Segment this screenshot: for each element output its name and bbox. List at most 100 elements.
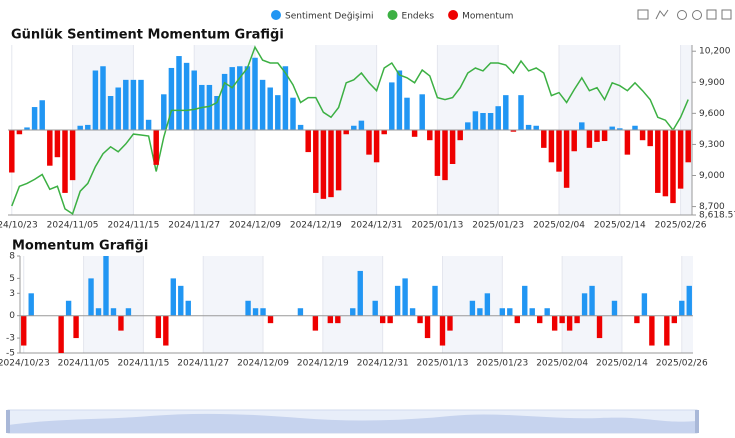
bar	[409, 308, 416, 316]
bar	[529, 308, 535, 316]
bar	[389, 82, 395, 130]
bar	[507, 308, 513, 316]
bar	[185, 300, 191, 316]
slider-preview	[8, 413, 697, 433]
bar	[39, 100, 45, 130]
x-tick-label: 2024/11/27	[168, 221, 220, 231]
x-tick-label: 2024/12/31	[357, 359, 409, 369]
x-tick-label: 2025/02/04	[536, 359, 588, 369]
bar	[396, 70, 403, 130]
y2-tick-label: 9,600	[699, 109, 725, 119]
split-area	[203, 256, 264, 353]
tool-data[interactable]	[706, 9, 717, 20]
bar	[525, 124, 532, 130]
toolbox[interactable]	[637, 9, 732, 20]
tool-save[interactable]	[721, 9, 732, 20]
bar	[328, 130, 334, 198]
bar	[457, 130, 463, 141]
data-zoom-slider[interactable]	[6, 409, 699, 434]
chart-title: Günlük Sentiment Momentum Grafiği	[11, 28, 284, 43]
bar	[366, 130, 372, 155]
bar	[617, 128, 623, 130]
bar	[387, 315, 393, 324]
bar	[503, 95, 509, 130]
bar	[439, 315, 446, 346]
bar	[252, 57, 258, 130]
bar	[138, 79, 144, 130]
bar	[566, 315, 573, 331]
bar	[92, 70, 99, 130]
bar	[477, 308, 483, 316]
bar	[563, 130, 570, 188]
bar	[537, 315, 543, 324]
bar	[594, 130, 600, 142]
y2-tick-label: 8,700	[699, 202, 725, 212]
bar	[373, 130, 380, 163]
y2-tick-label: 9,000	[699, 171, 725, 181]
bar	[313, 130, 319, 193]
tool-zoom[interactable]	[637, 9, 649, 20]
legend-marker	[271, 10, 281, 20]
slider-handle[interactable]	[695, 410, 699, 433]
bar	[664, 315, 670, 346]
bar	[259, 79, 266, 130]
bar	[571, 130, 577, 152]
bar	[671, 315, 677, 324]
bar	[95, 308, 102, 316]
bar	[237, 66, 243, 130]
y2-tick-label: 9,300	[699, 140, 725, 150]
y-tick-label: -5	[6, 349, 15, 359]
tool-line[interactable]	[655, 9, 669, 20]
bar	[419, 94, 425, 130]
x-tick-label: 2025/02/26	[656, 359, 708, 369]
bar	[343, 130, 349, 135]
x-tick-label: 2025/02/04	[533, 221, 585, 231]
bar	[417, 315, 423, 324]
bar	[510, 130, 517, 132]
bar	[484, 293, 491, 316]
x-tick-label: 2025/01/13	[417, 359, 469, 369]
bar	[47, 130, 53, 166]
bar	[411, 130, 418, 137]
bar	[65, 300, 72, 316]
x-tick-label: 2025/01/13	[411, 221, 463, 231]
bar	[320, 130, 327, 199]
legend-label: Endeks	[402, 12, 435, 22]
bar	[125, 308, 132, 316]
bar	[244, 66, 251, 130]
bar	[267, 87, 273, 130]
bar	[260, 308, 266, 316]
bar	[394, 285, 401, 316]
chart-title: Momentum Grafiği	[12, 239, 148, 254]
bar	[574, 315, 580, 324]
bar	[350, 308, 356, 316]
bar	[221, 73, 228, 130]
bar	[145, 119, 152, 130]
bar	[9, 130, 15, 173]
tool-refresh[interactable]	[692, 10, 702, 20]
bar	[28, 293, 34, 316]
bar	[402, 278, 408, 316]
bar	[31, 107, 38, 130]
bar	[639, 130, 646, 141]
bar	[115, 87, 121, 130]
bar	[611, 300, 618, 316]
tool-restore[interactable]	[677, 10, 687, 20]
bar	[499, 308, 506, 316]
x-tick-label: 2024/12/31	[351, 221, 403, 231]
bar	[551, 315, 558, 331]
bar	[541, 130, 547, 148]
bar	[245, 300, 251, 316]
bar	[487, 113, 494, 130]
bar	[465, 122, 471, 130]
bar	[191, 70, 197, 130]
y-tick-label: 0	[9, 311, 15, 321]
bar	[58, 315, 64, 353]
slider-handle[interactable]	[6, 410, 10, 433]
bar	[432, 285, 438, 316]
bar	[103, 256, 109, 316]
bar	[632, 125, 638, 130]
x-tick-label: 2024/12/09	[229, 221, 281, 231]
bar	[495, 106, 501, 130]
